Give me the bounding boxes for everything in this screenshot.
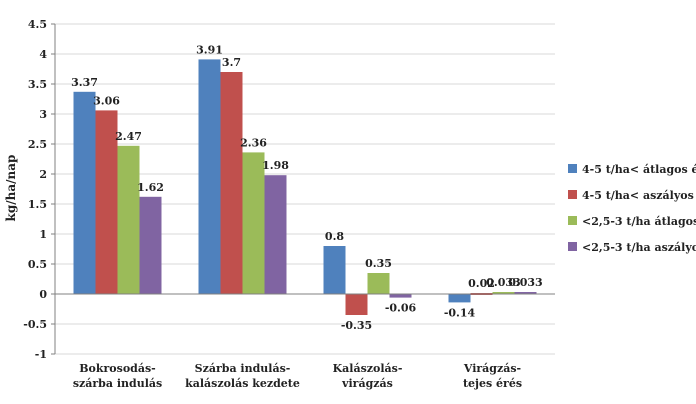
data-label: 2.36 (240, 136, 267, 149)
y-tick-label: 1.5 (28, 198, 47, 211)
x-category-label: tejes érés (463, 377, 522, 390)
y-tick-label: 1 (39, 228, 47, 241)
legend-label: <2,5-3 t/ha átlagos év (582, 215, 696, 228)
bar (514, 292, 537, 294)
x-category-label: Szárba indulás- (195, 362, 291, 375)
bar (323, 246, 346, 294)
x-category-label: Kalászolás- (333, 362, 403, 375)
bar (139, 196, 162, 294)
legend-swatch (568, 216, 577, 225)
bar (198, 59, 221, 295)
legend: 4-5 t/ha< átlagos év 4-5 t/ha< aszályos é… (568, 163, 696, 254)
legend-swatch (568, 242, 577, 251)
y-tick-label: 4.5 (28, 18, 47, 31)
axes: 4.5 4 3.5 3 2.5 2 1.5 1 0.5 0 -0.5 -1 Bokrosodás-szá… (23, 18, 555, 390)
legend-label: 4-5 t/ha< aszályos év (582, 189, 696, 202)
bar (220, 72, 243, 294)
x-category-label: szárba indulás (73, 377, 162, 390)
y-tick-label: 0.5 (28, 258, 47, 271)
y-tick-label: 0 (39, 288, 47, 301)
y-tick-label: 2 (39, 168, 47, 181)
data-label: 0.35 (365, 257, 392, 270)
data-label: 1.62 (137, 181, 164, 194)
bar (242, 152, 265, 294)
data-label: -0.35 (341, 319, 372, 332)
x-category-label: virágzás (341, 377, 393, 390)
data-label: 0.8 (325, 230, 344, 243)
data-label: 3.7 (222, 56, 241, 69)
data-label: 3.06 (93, 94, 120, 107)
legend-label: 4-5 t/ha< átlagos év (582, 163, 696, 176)
legend-label: <2,5-3 t/ha aszályos év (582, 241, 696, 254)
x-category-label: Virágzás- (463, 362, 521, 375)
y-tick-label: 2.5 (28, 138, 47, 151)
bar (117, 145, 140, 294)
bar (345, 294, 368, 315)
data-label: 0.033 (508, 276, 542, 289)
y-tick-label: 3.5 (28, 78, 47, 91)
bar (95, 110, 118, 295)
data-label: 2.47 (115, 130, 142, 143)
data-label: 1.98 (262, 159, 289, 172)
y-tick-label: -0.5 (23, 318, 47, 331)
bar (448, 294, 471, 303)
data-label: -0.14 (444, 306, 476, 319)
data-label: 3.91 (196, 43, 223, 56)
bars (73, 59, 537, 315)
data-label: -0.06 (385, 302, 417, 315)
bar (389, 294, 412, 298)
bar (492, 292, 515, 294)
legend-swatch (568, 164, 577, 173)
x-category-label: kalászolás kezdete (185, 377, 300, 390)
y-axis-title: kg/ha/nap (4, 155, 18, 222)
y-tick-label: -1 (35, 348, 47, 361)
legend-swatch (568, 190, 577, 199)
data-label: 0.033 (486, 276, 520, 289)
bar (367, 273, 390, 294)
bar (73, 91, 96, 294)
bar (264, 175, 287, 294)
data-label: 0.02 (468, 277, 495, 290)
y-tick-label: 3 (39, 108, 47, 121)
data-label: 3.37 (71, 76, 98, 89)
x-category-label: Bokrosodás- (79, 362, 156, 375)
y-tick-label: 4 (39, 48, 47, 61)
data-labels: 3.37 3.06 2.47 1.62 3.913.7 2.36 1.98 0.8 -0.35 0… (71, 43, 543, 332)
